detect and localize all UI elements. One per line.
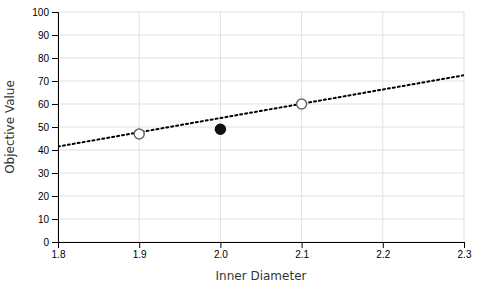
x-axis-tick-label: 2.2	[376, 249, 390, 260]
x-axis-tick-label: 2.0	[214, 249, 228, 260]
y-axis-tick-label: 90	[38, 30, 50, 41]
y-grid-line	[58, 127, 464, 128]
grid	[58, 12, 464, 242]
x-axis-tick-label: 1.9	[133, 249, 147, 260]
y-axis-tick-mark	[52, 173, 58, 174]
x-axis-tick-label: 2.1	[295, 249, 309, 260]
y-grid-line	[58, 58, 464, 59]
x-axis-tick: 2.1	[295, 242, 309, 260]
x-axis-tick-label: 2.3	[458, 249, 472, 260]
y-axis-tick-mark	[52, 242, 58, 243]
y-axis-tick-label: 40	[38, 145, 50, 156]
y-grid-line	[58, 104, 464, 105]
x-axis-tick: 1.8	[52, 242, 66, 260]
x-axis-tick-label: 1.8	[52, 249, 66, 260]
y-axis-tick: 10	[38, 214, 58, 225]
y-axis-tick-mark	[52, 35, 58, 36]
y-axis-tick: 40	[38, 145, 58, 156]
x-axis-tick-mark	[220, 242, 221, 248]
y-axis-tick-mark	[52, 81, 58, 82]
y-axis: 0 10 20 30 40 50 60 70 80 90 100	[32, 7, 58, 248]
y-axis-tick: 70	[38, 76, 58, 87]
y-axis-tick: 30	[38, 168, 58, 179]
y-axis-tick-mark	[52, 104, 58, 105]
x-axis-tick-mark	[139, 242, 140, 248]
open-point	[134, 129, 144, 139]
point	[215, 124, 225, 134]
y-axis-tick-mark	[52, 219, 58, 220]
y-axis-tick-mark	[52, 12, 58, 13]
y-grid-line	[58, 196, 464, 197]
y-grid-line	[58, 35, 464, 36]
y-axis-tick-label: 0	[43, 237, 49, 248]
y-axis-tick: 100	[32, 7, 58, 18]
y-axis-tick-label: 100	[32, 7, 49, 18]
y-axis-tick-mark	[52, 127, 58, 128]
plot: 1.8 1.9 2.0 2.1 2.2 2.3 0 10 20 30 40 50 60 70 80 90 100	[32, 7, 472, 260]
y-grid-line	[58, 173, 464, 174]
x-axis-tick-mark	[383, 242, 384, 248]
x-axis-tick: 1.9	[133, 242, 147, 260]
y-axis-tick-label: 20	[38, 191, 50, 202]
y-axis-line	[52, 13, 59, 243]
x-axis-tick: 2.0	[214, 242, 228, 260]
y-axis-tick-label: 10	[38, 214, 50, 225]
x-axis: 1.8 1.9 2.0 2.1 2.2 2.3	[52, 242, 472, 260]
y-axis-tick: 0	[43, 237, 58, 248]
y-axis-tick-label: 30	[38, 168, 50, 179]
y-axis-tick-label: 70	[38, 76, 50, 87]
x-axis-tick-mark	[302, 242, 303, 248]
y-grid-line	[58, 12, 464, 13]
y-axis-tick: 60	[38, 99, 58, 110]
x-axis-line	[59, 243, 465, 249]
y-axis-tick-mark	[52, 150, 58, 151]
open-point	[297, 99, 307, 109]
y-grid-line	[58, 81, 464, 82]
y-axis-tick: 50	[38, 122, 58, 133]
y-axis-tick-mark	[52, 58, 58, 59]
x-axis-title: Inner Diameter	[216, 269, 307, 283]
marks	[58, 75, 464, 146]
y-axis-tick: 20	[38, 191, 58, 202]
y-axis-tick-label: 60	[38, 99, 50, 110]
x-axis-tick: 2.3	[458, 242, 472, 260]
y-axis-title: Objective Value	[3, 80, 17, 174]
y-grid-line	[58, 219, 464, 220]
y-axis-tick: 90	[38, 30, 58, 41]
y-axis-tick: 80	[38, 53, 58, 64]
y-axis-tick-label: 50	[38, 122, 50, 133]
x-axis-tick-mark	[464, 242, 465, 248]
y-axis-tick-label: 80	[38, 53, 50, 64]
x-axis-tick: 2.2	[376, 242, 390, 260]
y-grid-line	[58, 150, 464, 151]
line	[58, 75, 464, 146]
y-axis-tick-mark	[52, 196, 58, 197]
chart: 1.8 1.9 2.0 2.1 2.2 2.3 0 10 20 30 40 50 60 70 80 90 100…	[0, 0, 480, 288]
